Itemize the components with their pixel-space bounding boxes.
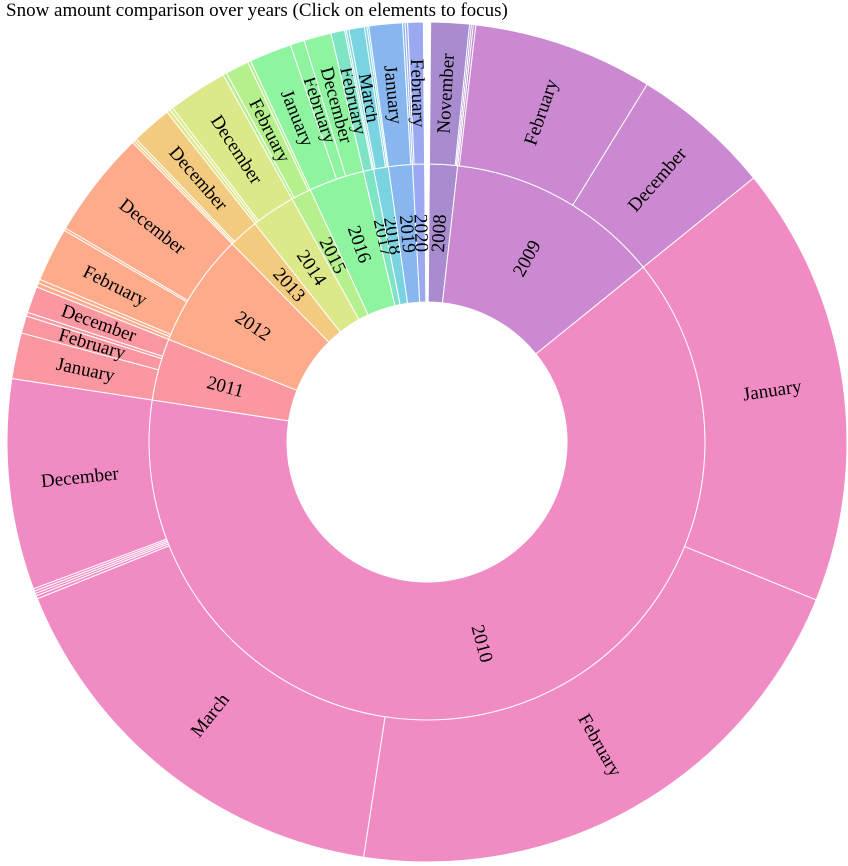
month-arc-2010-february[interactable] [363,545,817,863]
chart-title: Snow amount comparison over years (Click… [6,0,508,21]
month-arc-2010-january[interactable] [642,177,848,601]
month-arc-2010-march[interactable] [36,545,386,858]
month-arc-2020-february[interactable] [407,21,426,165]
